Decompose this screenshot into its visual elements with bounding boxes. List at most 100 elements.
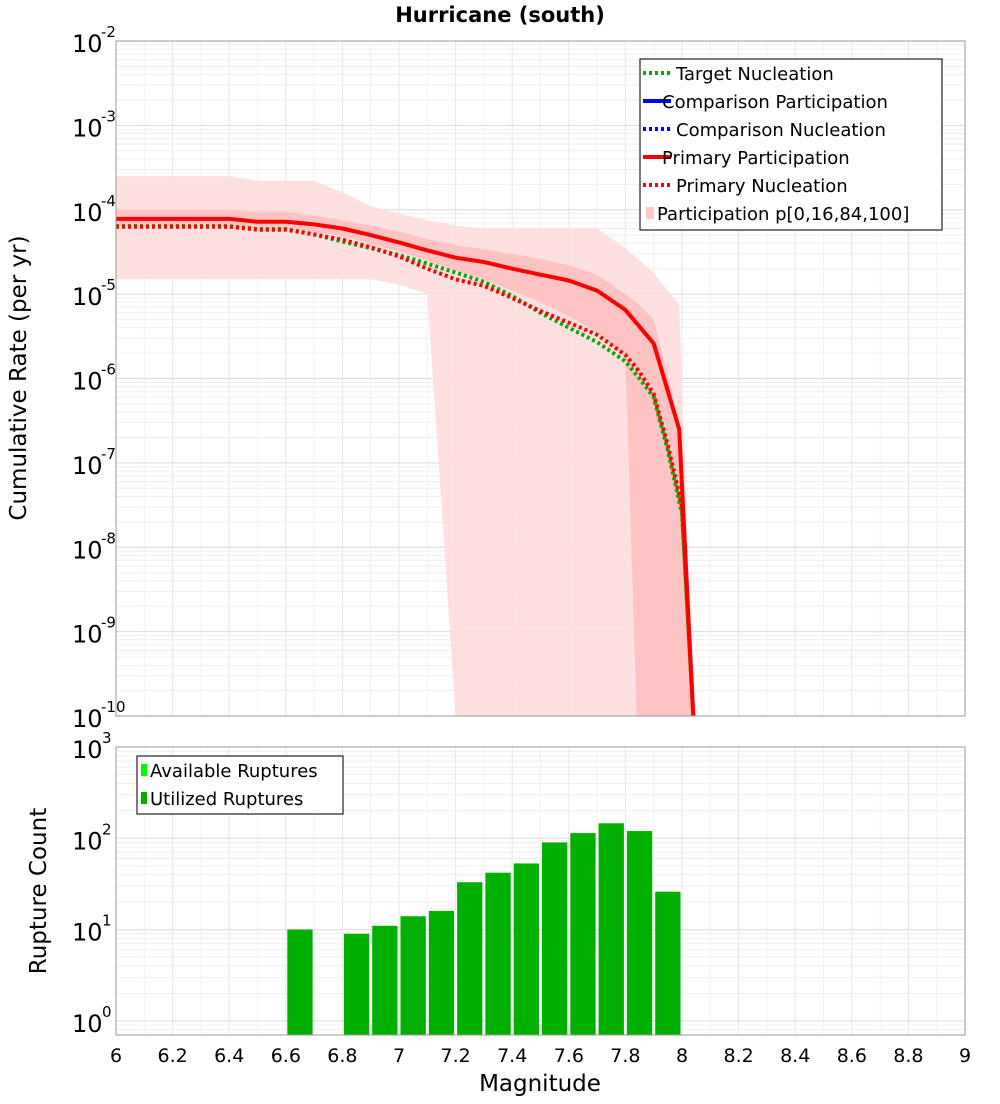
y-tick-base: 10 bbox=[72, 283, 103, 311]
legend-box bbox=[136, 755, 344, 815]
bar-7.3 bbox=[485, 872, 511, 1035]
legend-item: Primary Nucleation bbox=[643, 176, 848, 197]
band-p16-p84 bbox=[116, 209, 694, 717]
y-tick-exp: -5 bbox=[101, 276, 116, 294]
x-tick-label: 6 bbox=[110, 1045, 122, 1067]
legend-box bbox=[639, 58, 943, 231]
y-tick-exp: -4 bbox=[101, 192, 116, 210]
legend-item: Primary Participation bbox=[643, 148, 850, 169]
bar-7.8 bbox=[626, 831, 653, 1035]
legend-label: Utilized Ruptures bbox=[150, 789, 303, 810]
x-tick-label: 6.4 bbox=[214, 1045, 244, 1067]
bar-7.2 bbox=[457, 882, 483, 1035]
legend-item: Utilized Ruptures bbox=[141, 789, 303, 810]
legend-bottom: Available Ruptures Utilized Ruptures bbox=[136, 755, 344, 815]
legend-label: Available Ruptures bbox=[150, 761, 318, 782]
chart-title: Hurricane (south) bbox=[395, 3, 605, 27]
x-tick-label: 6.8 bbox=[327, 1045, 357, 1067]
y-tick-exp: 3 bbox=[102, 729, 112, 747]
bar-7.4 bbox=[513, 863, 539, 1035]
y-axis-label-top: Cumulative Rate (per yr) bbox=[6, 235, 32, 520]
y-tick-exp: 1 bbox=[102, 912, 112, 930]
bar-7.9 bbox=[655, 891, 681, 1035]
legend-label: Target Nucleation bbox=[675, 64, 834, 85]
legend-label: Primary Nucleation bbox=[676, 176, 848, 197]
y-tick-label: 10-6 bbox=[72, 361, 116, 396]
y-tick-exp: -6 bbox=[101, 361, 116, 379]
y-tick-label: 10-9 bbox=[72, 614, 116, 649]
legend-swatch bbox=[141, 764, 147, 776]
x-tick-label: 7.6 bbox=[554, 1045, 584, 1067]
band-p0-p100 bbox=[116, 176, 694, 716]
x-axis-label: Magnitude bbox=[479, 1071, 601, 1097]
legend-label: Participation p[0,16,84,100] bbox=[657, 204, 909, 225]
plot-frame-bottom bbox=[115, 746, 966, 1036]
legend-item: Participation p[0,16,84,100] bbox=[646, 204, 909, 225]
y-tick-base: 10 bbox=[72, 705, 103, 733]
y-axis-label-bottom: Rupture Count bbox=[26, 808, 52, 974]
y-tick-base: 10 bbox=[72, 452, 103, 480]
y-tick-exp: 2 bbox=[102, 820, 112, 838]
y-tick-exp: -7 bbox=[101, 445, 116, 463]
legend-swatch bbox=[141, 792, 147, 804]
x-tick-label: 9 bbox=[959, 1045, 971, 1067]
x-tick-label: 8.8 bbox=[893, 1045, 923, 1067]
y-tick-exp: -9 bbox=[101, 614, 116, 632]
y-tick-base: 10 bbox=[72, 368, 103, 396]
y-tick-exp: -10 bbox=[101, 698, 126, 716]
bar-6.8 bbox=[343, 933, 370, 1035]
legend-item: Comparison Participation bbox=[643, 92, 888, 113]
y-tick-label: 10 1 bbox=[72, 912, 112, 947]
bar-6.9 bbox=[372, 925, 398, 1035]
y-tick-exp: -2 bbox=[101, 23, 116, 41]
y-tick-base: 10 bbox=[72, 621, 103, 649]
x-tick-label: 7 bbox=[393, 1045, 405, 1067]
x-tick-label: 8.6 bbox=[837, 1045, 867, 1067]
legend-top: Target Nucleation Comparison Participatio… bbox=[639, 58, 943, 231]
legend-item: Target Nucleation bbox=[643, 64, 834, 85]
x-tick-label: 7.4 bbox=[497, 1045, 527, 1067]
y-tick-base: 10 bbox=[72, 736, 103, 764]
x-tick-label: 8 bbox=[676, 1045, 688, 1067]
legend-item: Comparison Nucleation bbox=[643, 120, 886, 141]
y-tick-label: 10 3 bbox=[72, 729, 112, 764]
y-tick-label: 10-3 bbox=[72, 107, 116, 142]
bar-6.6 bbox=[287, 929, 313, 1035]
y-tick-base: 10 bbox=[72, 827, 103, 855]
x-tick-label: 6.2 bbox=[157, 1045, 187, 1067]
y-tick-base: 10 bbox=[72, 919, 103, 947]
bar-7 bbox=[400, 916, 426, 1035]
y-tick-label: 10-10 bbox=[72, 698, 126, 733]
y-tick-base: 10 bbox=[72, 1010, 103, 1038]
y-tick-exp: -3 bbox=[101, 107, 116, 125]
bar-7.5 bbox=[542, 842, 568, 1035]
series-line-primary-participation bbox=[116, 216, 696, 717]
y-tick-base: 10 bbox=[72, 30, 103, 58]
x-tick-label: 7.2 bbox=[440, 1045, 470, 1067]
y-tick-base: 10 bbox=[72, 199, 103, 227]
x-tick-label: 8.2 bbox=[723, 1045, 753, 1067]
legend-swatch bbox=[646, 207, 654, 219]
y-tick-label: 10-5 bbox=[72, 276, 116, 311]
bar-7.7 bbox=[598, 823, 624, 1035]
x-tick-label: 8.4 bbox=[780, 1045, 810, 1067]
legend-label: Comparison Nucleation bbox=[676, 120, 886, 141]
legend-item: Available Ruptures bbox=[141, 761, 318, 782]
y-tick-label: 10-2 bbox=[72, 23, 116, 58]
legend-label: Comparison Participation bbox=[662, 92, 888, 113]
y-tick-label: 10-4 bbox=[72, 192, 116, 227]
series-line-primary-nucleation bbox=[116, 224, 696, 717]
y-tick-exp: 0 bbox=[102, 1003, 112, 1021]
y-tick-label: 10-8 bbox=[72, 529, 116, 564]
y-tick-exp: -8 bbox=[101, 529, 116, 547]
bar-7.6 bbox=[570, 833, 596, 1035]
bar-7.1 bbox=[428, 910, 455, 1035]
legend-label: Primary Participation bbox=[662, 148, 850, 169]
plot-frame-top bbox=[115, 40, 966, 717]
y-tick-base: 10 bbox=[72, 114, 103, 142]
x-tick-label: 6.6 bbox=[271, 1045, 301, 1067]
y-tick-label: 10-7 bbox=[72, 445, 116, 480]
y-tick-label: 10 2 bbox=[72, 820, 112, 855]
